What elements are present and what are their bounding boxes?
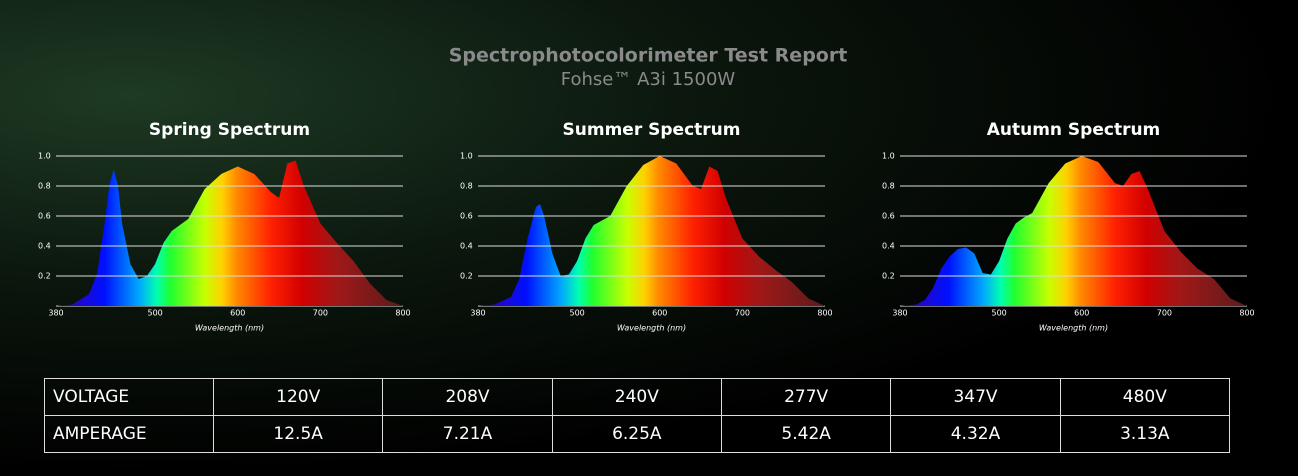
- x-tick-label: 500: [148, 309, 163, 318]
- y-tick-label: 0.4: [882, 242, 895, 251]
- table-cell: 6.25A: [551, 415, 722, 453]
- x-tick-label: 700: [1157, 309, 1172, 318]
- y-tick-label: 0.4: [460, 242, 473, 251]
- y-tick-label: 0.4: [38, 242, 51, 251]
- x-axis-label: Wavelength (nm): [1039, 324, 1108, 333]
- x-tick-label: 600: [1074, 309, 1089, 318]
- y-tick-label: 0.2: [38, 272, 51, 281]
- y-tick-label: 0.6: [38, 212, 51, 221]
- table-cell: 277V: [720, 378, 892, 416]
- chart-title: Autumn Spectrum: [987, 120, 1161, 140]
- chart-title: Summer Spectrum: [563, 120, 741, 140]
- table-cell: 3.13A: [1059, 415, 1231, 453]
- y-tick-label: 1.0: [38, 152, 51, 161]
- x-tick-label: 800: [817, 309, 832, 318]
- spectrum-area: [56, 160, 403, 306]
- table-cell: 208V: [382, 378, 553, 416]
- table-cell: 4.32A: [890, 415, 1061, 453]
- y-tick-label: 0.2: [460, 272, 473, 281]
- y-tick-label: 0.8: [882, 182, 895, 191]
- table-cell: 480V: [1059, 378, 1231, 416]
- row-header: AMPERAGE: [44, 415, 214, 453]
- table-row: AMPERAGE 12.5A 7.21A 6.25A 5.42A 4.32A 3.13A: [44, 415, 1231, 453]
- table-row: VOLTAGE 120V 208V 240V 277V 347V 480V: [44, 378, 1231, 416]
- y-tick-label: 0.8: [460, 182, 473, 191]
- x-tick-label: 700: [735, 309, 750, 318]
- x-tick-label: 380: [892, 309, 907, 318]
- table-cell: 7.21A: [382, 415, 553, 453]
- x-tick-label: 600: [230, 309, 245, 318]
- x-tick-label: 380: [470, 309, 485, 318]
- page-title: Spectrophotocolorimeter Test Report: [449, 45, 848, 67]
- row-header: VOLTAGE: [44, 378, 214, 416]
- x-tick-label: 500: [992, 309, 1007, 318]
- x-tick-label: 800: [1239, 309, 1254, 318]
- y-tick-label: 0.6: [882, 212, 895, 221]
- spectrum-area: [478, 156, 825, 306]
- x-tick-label: 500: [570, 309, 585, 318]
- y-tick-label: 1.0: [460, 152, 473, 161]
- table-cell: 120V: [212, 378, 384, 416]
- y-tick-label: 1.0: [882, 152, 895, 161]
- x-tick-label: 800: [395, 309, 410, 318]
- table-cell: 240V: [551, 378, 722, 416]
- page-subtitle: Fohse™ A3i 1500W: [561, 69, 736, 90]
- table-cell: 12.5A: [212, 415, 384, 453]
- x-axis-label: Wavelength (nm): [195, 324, 264, 333]
- chart-title: Spring Spectrum: [149, 120, 310, 140]
- table-cell: 347V: [890, 378, 1061, 416]
- x-axis-label: Wavelength (nm): [617, 324, 686, 333]
- table-cell: 5.42A: [720, 415, 892, 453]
- y-tick-label: 0.6: [460, 212, 473, 221]
- x-tick-label: 700: [313, 309, 328, 318]
- x-tick-label: 380: [48, 309, 63, 318]
- x-tick-label: 600: [652, 309, 667, 318]
- spectrum-area: [900, 156, 1247, 306]
- y-tick-label: 0.2: [882, 272, 895, 281]
- specs-table: VOLTAGE 120V 208V 240V 277V 347V 480V AMPERAGE 1…: [44, 378, 1231, 453]
- y-tick-label: 0.8: [38, 182, 51, 191]
